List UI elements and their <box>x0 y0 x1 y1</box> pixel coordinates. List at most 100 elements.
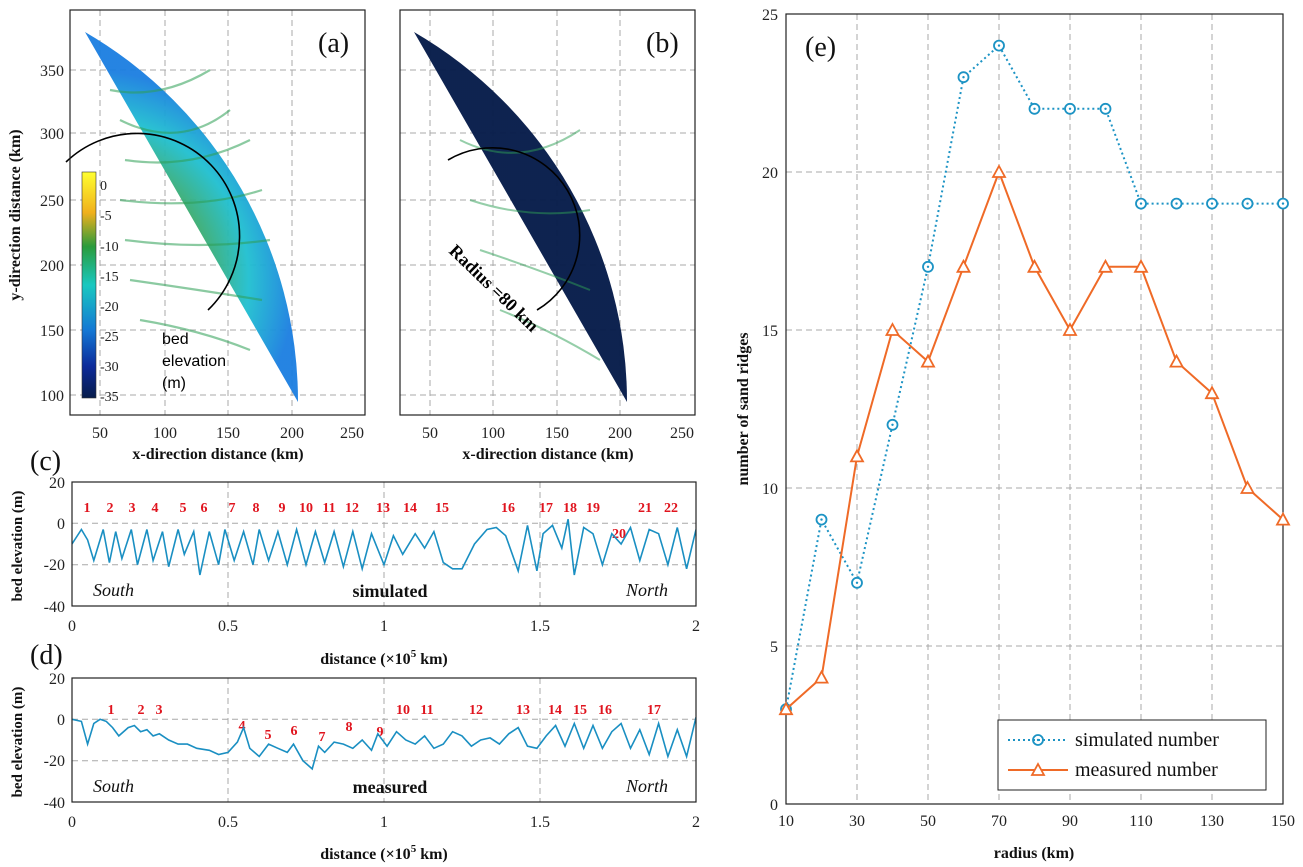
y-tick: 0 <box>57 712 65 729</box>
x-tick: 50 <box>920 813 936 830</box>
panel-d-frame <box>71 677 697 803</box>
x-tick: 30 <box>849 813 865 830</box>
colorbar-title: bed elevation (m) <box>162 331 226 392</box>
panel-e-series <box>778 39 1291 716</box>
ridge-number: 6 <box>291 724 298 739</box>
ridge-number: 3 <box>129 501 136 516</box>
y-tick: 200 <box>40 258 64 275</box>
measured-point <box>1204 385 1220 400</box>
y-tick: 150 <box>40 323 64 340</box>
y-tick: 15 <box>762 323 778 340</box>
legend-simulated-label: simulated number <box>1075 729 1219 751</box>
x-tick: 70 <box>991 813 1007 830</box>
profile-line <box>72 519 696 576</box>
profile-line <box>72 717 696 771</box>
measured-point <box>813 669 830 684</box>
panel-e-label: (e) <box>805 32 836 63</box>
panel-a-ridge-streaks <box>109 69 271 352</box>
legend-box <box>997 719 1267 791</box>
measured-point <box>884 322 901 336</box>
ridge-number: 14 <box>548 703 562 718</box>
panel-a-label: (a) <box>318 28 349 59</box>
x-tick: 2 <box>692 618 700 635</box>
panel-d-north: North <box>625 776 668 796</box>
legend-simulated-marker <box>1032 734 1044 746</box>
y-tick: 300 <box>40 126 64 143</box>
panel-b-fan-map <box>414 32 628 402</box>
panel-c-yticks: 20 0 -20 -40 <box>44 475 65 616</box>
simulated-point-dot <box>1068 107 1072 111</box>
simulated-point-dot <box>1281 202 1285 205</box>
measured-point <box>1239 480 1256 494</box>
panel-c-label: (c) <box>30 446 61 477</box>
panel-e-ylabel: number of sand ridges <box>735 332 752 485</box>
ridge-number: 12 <box>345 501 359 516</box>
panel-d-south: South <box>93 776 134 796</box>
measured-point <box>1062 322 1078 336</box>
ridge-number: 10 <box>396 703 410 718</box>
panel-c-center-text: simulated <box>352 581 427 601</box>
colorbar-tick: -30 <box>100 360 119 375</box>
colorbar-tick: -35 <box>100 390 119 405</box>
measured-point <box>1275 511 1291 526</box>
panel-a-ylabel: y-direction distance (km) <box>7 129 24 300</box>
ridge-number: 1 <box>108 703 115 718</box>
ridge-number: 21 <box>638 501 652 516</box>
panel-d: (d) 1 2 345 6 78 910 11 12 13 14 15 16 17 South Nort… <box>10 640 700 863</box>
panel-a-xticks: 50 100 150 200 250 <box>92 425 364 442</box>
measured-point <box>955 258 972 273</box>
simulated-point-dot <box>820 518 823 521</box>
panel-d-xlabel: distance (×105 km) <box>320 843 448 863</box>
ridge-number: 13 <box>516 703 530 718</box>
colorbar-title-line: bed <box>162 331 189 348</box>
x-tick: 250 <box>670 425 694 442</box>
panel-d-profile <box>72 717 696 771</box>
x-tick: 0.5 <box>218 814 238 831</box>
y-tick: 100 <box>40 388 64 405</box>
panel-c-xlabel: distance (×105 km) <box>320 648 448 668</box>
measured-point <box>1097 258 1114 273</box>
panel-c-frame <box>71 481 697 607</box>
panel-a-radius-arc <box>65 132 241 311</box>
simulated-point-dot <box>1210 202 1214 205</box>
ridge-number: 15 <box>573 703 587 718</box>
panel-b-radius-arc <box>447 146 581 311</box>
series-line-measured <box>785 169 1284 710</box>
ridge-number: 13 <box>376 501 390 516</box>
x-tick: 110 <box>1129 813 1152 830</box>
panel-d-label: (d) <box>30 640 63 671</box>
x-tick: 50 <box>422 425 438 442</box>
panel-c-north: North <box>625 580 668 600</box>
ridge-number: 8 <box>346 720 353 735</box>
simulated-point-dot <box>891 423 894 426</box>
x-tick: 1.5 <box>530 618 550 635</box>
x-tick: 2 <box>692 814 700 831</box>
ridge-number: 16 <box>598 703 612 718</box>
panel-b-xticks: 50 100 150 200 250 <box>422 425 694 442</box>
panel-b-label: (b) <box>646 28 679 59</box>
y-tick: 20 <box>49 475 65 492</box>
panel-d-ridge-numbers: 1 2 345 6 78 910 11 12 13 14 15 16 17 <box>108 703 662 745</box>
y-tick: 25 <box>762 7 778 24</box>
x-tick: 250 <box>340 425 364 442</box>
y-tick: 20 <box>49 671 65 688</box>
ridge-number: 17 <box>539 501 553 516</box>
colorbar-ticks: 0 -5 -10 -15 -20 -25 -30 -35 <box>100 179 119 405</box>
panel-a-yticks: 100 150 200 250 300 350 <box>40 63 64 405</box>
simulated-point-dot <box>962 76 965 79</box>
panel-a-fan-map <box>85 32 299 402</box>
x-tick: 200 <box>280 425 304 442</box>
y-tick: 0 <box>770 797 778 814</box>
measured-point <box>849 448 865 463</box>
x-tick: 0 <box>68 618 76 635</box>
measured-point <box>920 353 936 368</box>
y-tick: -40 <box>44 795 65 812</box>
x-tick: 100 <box>153 425 177 442</box>
panel-e-xticks: 10 30 50 70 90 110 130 150 <box>778 813 1295 830</box>
simulated-point-dot <box>926 265 930 268</box>
y-tick: 0 <box>57 516 65 533</box>
ridge-number: 4 <box>239 719 246 734</box>
x-tick: 1 <box>380 814 388 831</box>
x-tick: 0.5 <box>218 618 238 635</box>
